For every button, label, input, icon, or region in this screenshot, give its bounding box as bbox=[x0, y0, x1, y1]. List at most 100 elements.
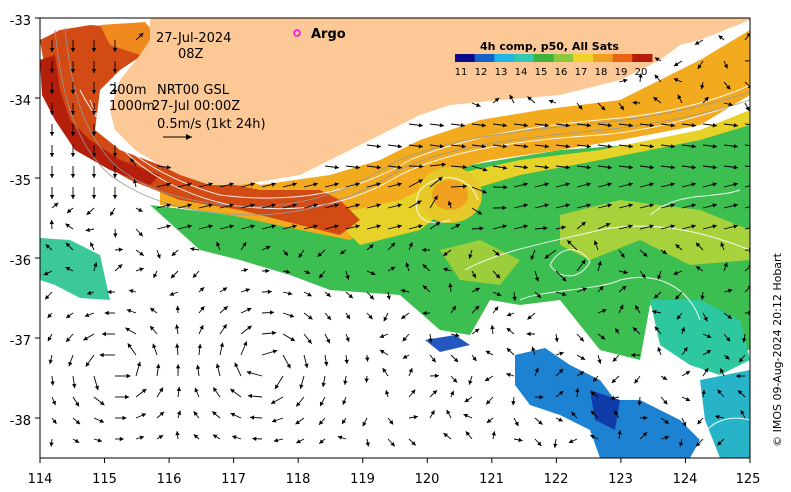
sst-region-teal-3 bbox=[700, 370, 750, 458]
current-vector-head bbox=[663, 399, 668, 405]
current-vector-head bbox=[418, 224, 423, 229]
y-tick-label: -37 bbox=[10, 334, 31, 349]
colorbar-label: 18 bbox=[595, 67, 608, 78]
current-vector-head bbox=[472, 356, 477, 362]
current-vector-head bbox=[47, 313, 52, 318]
current-vector-head bbox=[66, 313, 71, 319]
current-vector-head bbox=[68, 361, 73, 367]
current-vector-head bbox=[677, 94, 682, 100]
current-vector-head bbox=[502, 224, 507, 229]
current-vector-head bbox=[726, 84, 731, 90]
current-vector-head bbox=[216, 241, 221, 247]
current-vector-head bbox=[474, 328, 480, 333]
sst-region-blue-2 bbox=[425, 335, 470, 352]
x-tick-label: 115 bbox=[92, 472, 117, 487]
current-vector-head bbox=[691, 165, 696, 170]
current-vector-head bbox=[443, 251, 448, 256]
sst-region-lightgreen bbox=[560, 200, 750, 265]
current-vector-head bbox=[697, 419, 702, 425]
y-tick-label: -38 bbox=[10, 414, 31, 429]
current-vector-head bbox=[296, 439, 301, 444]
current-vectors bbox=[43, 32, 750, 448]
colorbar-swatch bbox=[533, 54, 554, 62]
current-vector-head bbox=[538, 420, 543, 425]
current-vector-head bbox=[509, 94, 514, 100]
colorbar-labels: 11 12 13 14 15 16 17 18 19 20 bbox=[455, 67, 648, 78]
current-vector-head bbox=[246, 370, 252, 375]
current-vector-head bbox=[117, 264, 123, 269]
current-vector-head bbox=[91, 174, 97, 178]
y-tick-label: -34 bbox=[10, 94, 31, 109]
current-vector-head bbox=[343, 380, 348, 385]
current-vector-head bbox=[219, 342, 225, 347]
current-vector-head bbox=[558, 417, 563, 422]
current-vector-head bbox=[150, 325, 155, 331]
current-vector-head bbox=[428, 338, 433, 343]
current-vector-head bbox=[683, 347, 688, 352]
current-vector-head bbox=[502, 144, 507, 149]
annotation-time: 08Z bbox=[178, 47, 204, 62]
current-vector-head bbox=[468, 254, 473, 259]
current-vector-head bbox=[503, 185, 508, 190]
current-vector-head bbox=[495, 251, 500, 256]
current-vector-head bbox=[628, 203, 633, 208]
current-vector-head bbox=[715, 414, 720, 420]
current-vector-head bbox=[413, 414, 418, 420]
current-vector-head bbox=[461, 144, 466, 149]
current-vector-head bbox=[171, 251, 177, 257]
current-vector-head bbox=[619, 304, 624, 310]
current-vector-head bbox=[511, 401, 516, 406]
current-vector-head bbox=[83, 336, 88, 341]
current-vector-head bbox=[581, 259, 586, 265]
current-vector-head bbox=[619, 105, 624, 111]
current-vector-head bbox=[112, 174, 118, 178]
current-vector-head bbox=[450, 390, 455, 396]
current-vector-head bbox=[45, 244, 51, 249]
current-vector-head bbox=[287, 291, 293, 296]
current-vector-head bbox=[531, 346, 536, 352]
current-vector-head bbox=[317, 252, 323, 257]
current-vector-head bbox=[90, 242, 95, 247]
current-vector-head bbox=[175, 305, 180, 311]
current-vector-head bbox=[512, 296, 517, 301]
current-vector-head bbox=[340, 250, 345, 255]
x-tick-label: 123 bbox=[608, 472, 633, 487]
current-vector-head bbox=[112, 90, 118, 94]
current-vector-head bbox=[286, 363, 291, 369]
current-vector-head bbox=[400, 288, 406, 294]
current-vector-head bbox=[368, 314, 373, 320]
current-vector-head bbox=[229, 203, 234, 208]
y-axis-labels: -33 -34 -35 -36 -37 -38 bbox=[10, 14, 31, 429]
current-vector bbox=[744, 185, 750, 188]
current-vector-head bbox=[745, 106, 750, 111]
current-vector-head bbox=[122, 415, 127, 421]
current-vector-head bbox=[725, 355, 730, 360]
current-vector-head bbox=[243, 268, 248, 273]
current-vector-head bbox=[514, 421, 519, 427]
current-vector-head bbox=[739, 357, 744, 363]
current-vector-head bbox=[345, 275, 350, 280]
current-vector-head bbox=[138, 207, 143, 212]
current-vector-head bbox=[670, 165, 675, 170]
current-vector-head bbox=[208, 182, 213, 187]
current-vector-head bbox=[319, 439, 324, 444]
current-vector-head bbox=[402, 336, 407, 342]
current-vector-head bbox=[139, 435, 144, 440]
argo-marker-icon bbox=[293, 29, 301, 37]
current-vector-head bbox=[49, 220, 54, 225]
current-vector-head bbox=[623, 269, 628, 275]
current-vector-head bbox=[649, 182, 654, 187]
current-vector-head bbox=[408, 368, 413, 373]
current-vector-head bbox=[706, 350, 712, 355]
current-vector-head bbox=[324, 361, 329, 367]
current-vector-head bbox=[112, 195, 118, 199]
current-vector-head bbox=[670, 123, 675, 128]
x-tick-label: 114 bbox=[28, 472, 53, 487]
current-vector-head bbox=[733, 203, 738, 208]
x-tick-label: 121 bbox=[479, 472, 504, 487]
current-vector-head bbox=[565, 165, 570, 170]
current-vector-head bbox=[91, 90, 97, 94]
current-vector-head bbox=[401, 314, 406, 319]
current-vector-head bbox=[195, 364, 201, 370]
current-vector-head bbox=[208, 203, 213, 208]
